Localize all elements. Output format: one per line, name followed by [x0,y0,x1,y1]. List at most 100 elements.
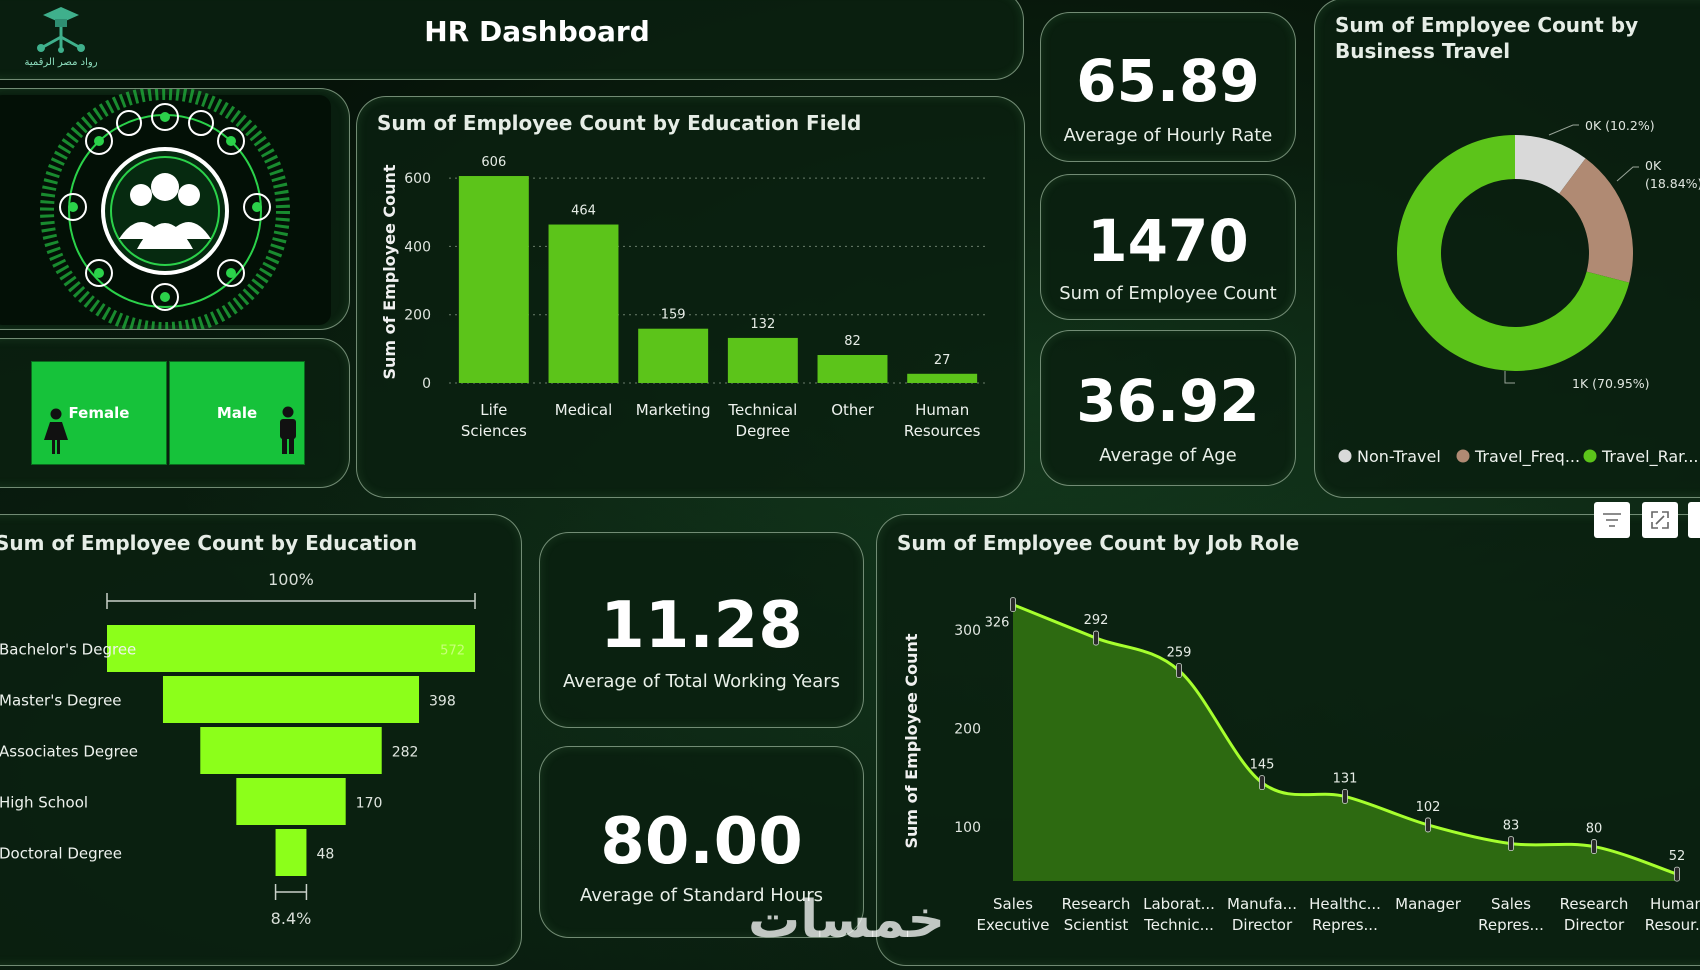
x-tick-label: Resour... [1645,916,1700,934]
x-tick-label: Technic... [1143,916,1214,934]
data-label: 27 [934,353,951,368]
data-marker [1259,775,1265,791]
male-box[interactable]: Male [169,361,305,465]
data-label: 282 [392,745,419,761]
data-label: 259 [1167,646,1192,661]
x-tick-label: Degree [736,422,791,440]
x-tick-label: Resources [904,422,981,440]
x-tick-label: Sales [993,895,1033,913]
data-label: 170 [356,796,383,812]
kpi-age-value: 36.92 [1076,367,1260,435]
x-tick-label: Repres... [1312,916,1378,934]
data-label: 464 [571,204,596,219]
slice-label: 1K (70.95%) [1572,376,1650,391]
focus-mode-icon[interactable] [1642,502,1678,538]
job-role-area-chart: 100 200 300 Sum of Employee Count 326 Sales Ex… [902,597,1700,934]
education-field-chart-card: Sum of Employee Count by Education Field… [356,96,1025,498]
data-label: 292 [1084,613,1109,628]
kpi-standard-hours-card: 80.00 Average of Standard Hours [539,746,864,938]
bar [907,373,978,383]
more-icon[interactable] [1688,502,1700,538]
graduation-cap-logo-icon [37,7,85,53]
funnel-category-label: High School [0,794,88,812]
data-label: 82 [844,334,861,349]
data-label: 52 [1669,849,1686,864]
data-label: 80 [1586,822,1603,837]
y-tick-label: 200 [404,308,431,324]
dashboard-title: HR Dashboard [424,15,650,48]
kpi-working-years-card: 11.28 Average of Total Working Years [539,532,864,728]
kpi-hourly-rate-label: Average of Hourly Rate [1063,125,1273,146]
kpi-employee-count-label: Sum of Employee Count [1059,283,1277,304]
y-axis-label: Sum of Employee Count [902,633,921,848]
data-label: 606 [481,155,506,170]
kpi-standard-hours-label: Average of Standard Hours [579,885,824,906]
logo-caption: رواد مصر الرقمية [24,57,98,68]
data-label: 398 [429,694,456,710]
legend-swatch [1583,449,1597,463]
kpi-employee-count-card: 1470 Sum of Employee Count [1040,174,1296,320]
data-label: 48 [316,847,334,863]
x-tick-label: Medical [555,401,612,419]
male-label: Male [216,404,258,422]
data-label: 572 [440,644,465,659]
funnel-category-label: Master's Degree [0,692,122,710]
y-tick-label: 400 [404,239,431,255]
funnel-category-label: Doctoral Degree [0,845,122,863]
x-tick-label: Laborat... [1143,895,1215,913]
slice-label: 0K (10.2%) [1585,118,1655,133]
business-travel-chart-title-line2: Business Travel [1335,39,1511,63]
x-tick-label: Manufa... [1227,895,1297,913]
filter-icon[interactable] [1594,502,1630,538]
bar [727,337,798,383]
x-tick-label: Director [1232,916,1293,934]
data-label: 326 [985,616,1010,631]
education-chart-title: Sum of Employee Count by Education [0,531,418,555]
data-marker [1425,817,1431,833]
x-tick-label: Life [480,401,507,419]
x-tick-label: Other [831,401,874,419]
job-role-chart-title: Sum of Employee Count by Job Role [897,531,1300,555]
legend-swatch [1456,449,1470,463]
data-label: 83 [1503,819,1520,834]
data-label: 131 [1333,771,1358,786]
data-marker [1591,839,1597,854]
funnel-bottom-percent: 8.4% [271,909,312,928]
x-tick-label: Healthc... [1309,895,1381,913]
funnel-bar [236,778,346,825]
x-tick-label: Sales [1491,895,1531,913]
leader-line [1616,166,1639,182]
x-tick-label: Technical [727,401,797,419]
funnel-category-label: Associates Degree [0,743,138,761]
leader-line [1548,124,1579,136]
slice-label: (18.84%) [1645,176,1700,191]
donut-slice [1397,135,1630,371]
job-role-chart-card: Sum of Employee Count by Job Role 100 200… [876,514,1700,966]
y-axis-label: Sum of Employee Count [380,164,399,379]
legend-entry: Travel_Rar... [1601,447,1699,467]
logo: رواد مصر الرقمية [21,3,101,68]
funnel-bar [162,676,420,723]
business-travel-chart-card: Sum of Employee Count by Business Travel… [1314,0,1700,498]
data-marker [1010,597,1016,613]
funnel-bar [275,829,307,876]
slice-label: 0K [1645,158,1662,173]
x-tick-label: Human [915,401,969,419]
donut-slice [1515,135,1586,194]
bar [458,176,529,383]
funnel-top-percent: 100% [268,570,314,589]
legend-swatch [1338,449,1352,463]
female-box[interactable]: Female [31,361,167,465]
bar [548,224,619,383]
kpi-age-label: Average of Age [1099,445,1237,466]
x-tick-label: Manager [1395,895,1462,913]
funnel-bar [107,625,475,672]
x-tick-label: Research [1062,895,1131,913]
data-label: 145 [1250,758,1275,773]
data-label: 159 [661,308,686,323]
legend-entry: Travel_Freq... [1474,447,1580,467]
bar [638,328,709,383]
data-label: 132 [750,317,775,332]
leader-line [1504,371,1515,384]
data-label: 102 [1416,800,1441,815]
